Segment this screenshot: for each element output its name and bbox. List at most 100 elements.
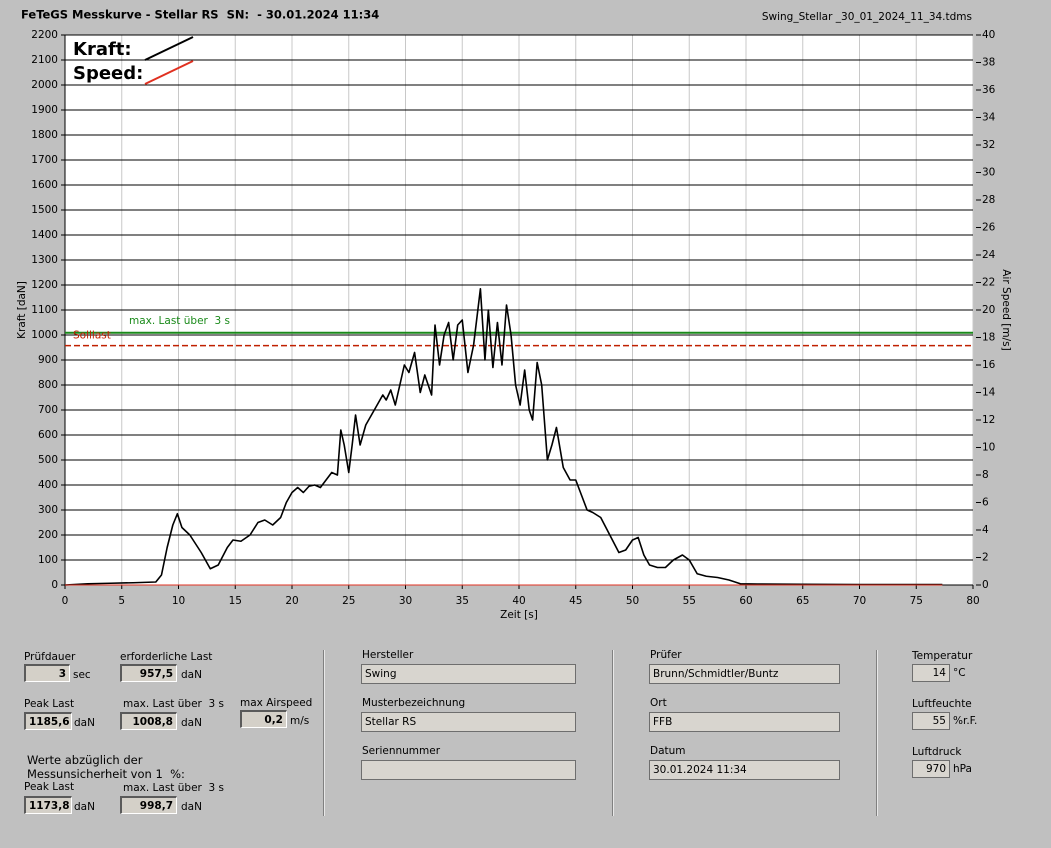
y-tick-label: 600 [38, 429, 58, 441]
y2-tick-label: 36 [982, 84, 996, 96]
y-tick-label: 800 [38, 379, 58, 391]
y2-tick-label: 8 [982, 469, 989, 481]
y2-tick-label: 2 [982, 552, 989, 564]
field-label: max Airspeed [240, 697, 313, 709]
y-tick-label: 400 [38, 479, 58, 491]
field-label: Seriennummer [362, 745, 441, 757]
x-tick-label: 25 [342, 595, 355, 607]
y2-axis-label: Air Speed [m/s] [1000, 269, 1012, 350]
y-tick-label: 1400 [31, 229, 58, 241]
y2-tick-label: 40 [982, 29, 995, 41]
y-tick-label: 500 [38, 454, 58, 466]
y-tick-label: 2200 [31, 29, 58, 41]
data-line [64, 287, 943, 586]
x-tick-label: 10 [172, 595, 185, 607]
y-tick-label: 100 [38, 554, 58, 566]
field-value: 1185,6 [24, 712, 72, 730]
y-tick-label: 1900 [31, 104, 58, 116]
note: Werte abzüglich der [27, 753, 143, 767]
y2-tick-label: 26 [982, 222, 996, 234]
y-tick-label: 1500 [31, 204, 58, 216]
field-value: 14 [912, 664, 950, 682]
field-label: Musterbezeichnung [362, 697, 466, 709]
y2-tick-label: 6 [982, 497, 989, 509]
field-label: Prüfdauer [24, 651, 76, 663]
field-label: erforderliche Last [120, 651, 213, 663]
field-label: Prüfer [650, 649, 682, 661]
y2-tick-label: 18 [982, 332, 995, 344]
y2-tick-label: 34 [982, 112, 996, 124]
field-label: max. Last über 3 s [123, 698, 225, 710]
y2-tick-label: 4 [982, 524, 989, 536]
reference-label: Solllast [73, 330, 111, 342]
field-value: 1173,8 [24, 796, 72, 814]
y-tick-label: 1100 [31, 304, 58, 316]
x-tick-label: 45 [569, 595, 582, 607]
y-tick-label: 1000 [31, 329, 58, 341]
x-axis-label: Zeit [s] [500, 609, 538, 621]
field-value: FFB [649, 712, 840, 732]
x-tick-label: 65 [796, 595, 809, 607]
x-tick-label: 30 [399, 595, 412, 607]
field-unit: hPa [953, 763, 972, 775]
field-unit: daN [181, 801, 202, 813]
y-tick-label: 1600 [31, 179, 58, 191]
separator [323, 650, 325, 816]
field-value: 957,5 [120, 664, 177, 682]
field-unit: m/s [290, 715, 310, 727]
y2-tick-label: 16 [982, 359, 996, 371]
legend-label: Kraft: [73, 39, 132, 60]
field-label: max. Last über 3 s [123, 782, 225, 794]
field-label: Datum [650, 745, 686, 757]
y2-tick-label: 22 [982, 277, 995, 289]
x-tick-label: 70 [853, 595, 866, 607]
y2-tick-label: 0 [982, 579, 989, 591]
input-box [361, 760, 576, 780]
y2-tick-label: 14 [982, 387, 996, 399]
y-tick-label: 2100 [31, 54, 58, 66]
field-unit: daN [181, 717, 202, 729]
x-tick-label: 55 [683, 595, 696, 607]
field-value: 970 [912, 760, 950, 778]
field-unit: °C [953, 667, 966, 679]
x-tick-label: 15 [229, 595, 242, 607]
x-tick-label: 60 [739, 595, 752, 607]
y2-tick-label: 20 [982, 304, 995, 316]
y-tick-label: 1800 [31, 129, 58, 141]
field-value: 55 [912, 712, 950, 730]
x-tick-label: 40 [512, 595, 525, 607]
title: FeTeGS Messkurve - Stellar RS SN: - 30.0… [21, 8, 379, 22]
field-label: Peak Last [24, 698, 75, 710]
y2-tick-label: 12 [982, 414, 995, 426]
y2-tick-label: 38 [982, 57, 995, 69]
x-tick-label: 35 [456, 595, 469, 607]
field-value: Swing [361, 664, 576, 684]
separator [612, 650, 614, 816]
y-axis-label: Kraft [daN] [16, 281, 28, 339]
field-label: Ort [650, 697, 667, 709]
y-tick-label: 700 [38, 404, 58, 416]
y2-tick-label: 28 [982, 194, 995, 206]
y-tick-label: 1700 [31, 154, 58, 166]
field-value: 30.01.2024 11:34 [649, 760, 840, 780]
x-tick-label: 75 [910, 595, 923, 607]
y2-tick-label: 10 [982, 442, 995, 454]
legend-swatch [144, 36, 194, 61]
y-tick-label: 1300 [31, 254, 58, 266]
reference-label: max. Last über 3 s [129, 315, 230, 327]
field-value: 3 [24, 664, 70, 682]
field-label: Temperatur [912, 650, 973, 662]
y-tick-label: 2000 [31, 79, 58, 91]
x-tick-label: 0 [62, 595, 69, 607]
field-value: 1008,8 [120, 712, 177, 730]
chart: FeTeGS Messkurve - Stellar RS SN: - 30.0… [16, 8, 1012, 622]
y2-tick-label: 24 [982, 249, 996, 261]
x-tick-label: 20 [285, 595, 298, 607]
field-label: Hersteller [362, 649, 414, 661]
separator [876, 650, 878, 816]
y2-tick-label: 30 [982, 167, 995, 179]
field-unit: daN [181, 669, 202, 681]
legend-swatch [144, 60, 194, 85]
y-tick-label: 300 [38, 504, 58, 516]
